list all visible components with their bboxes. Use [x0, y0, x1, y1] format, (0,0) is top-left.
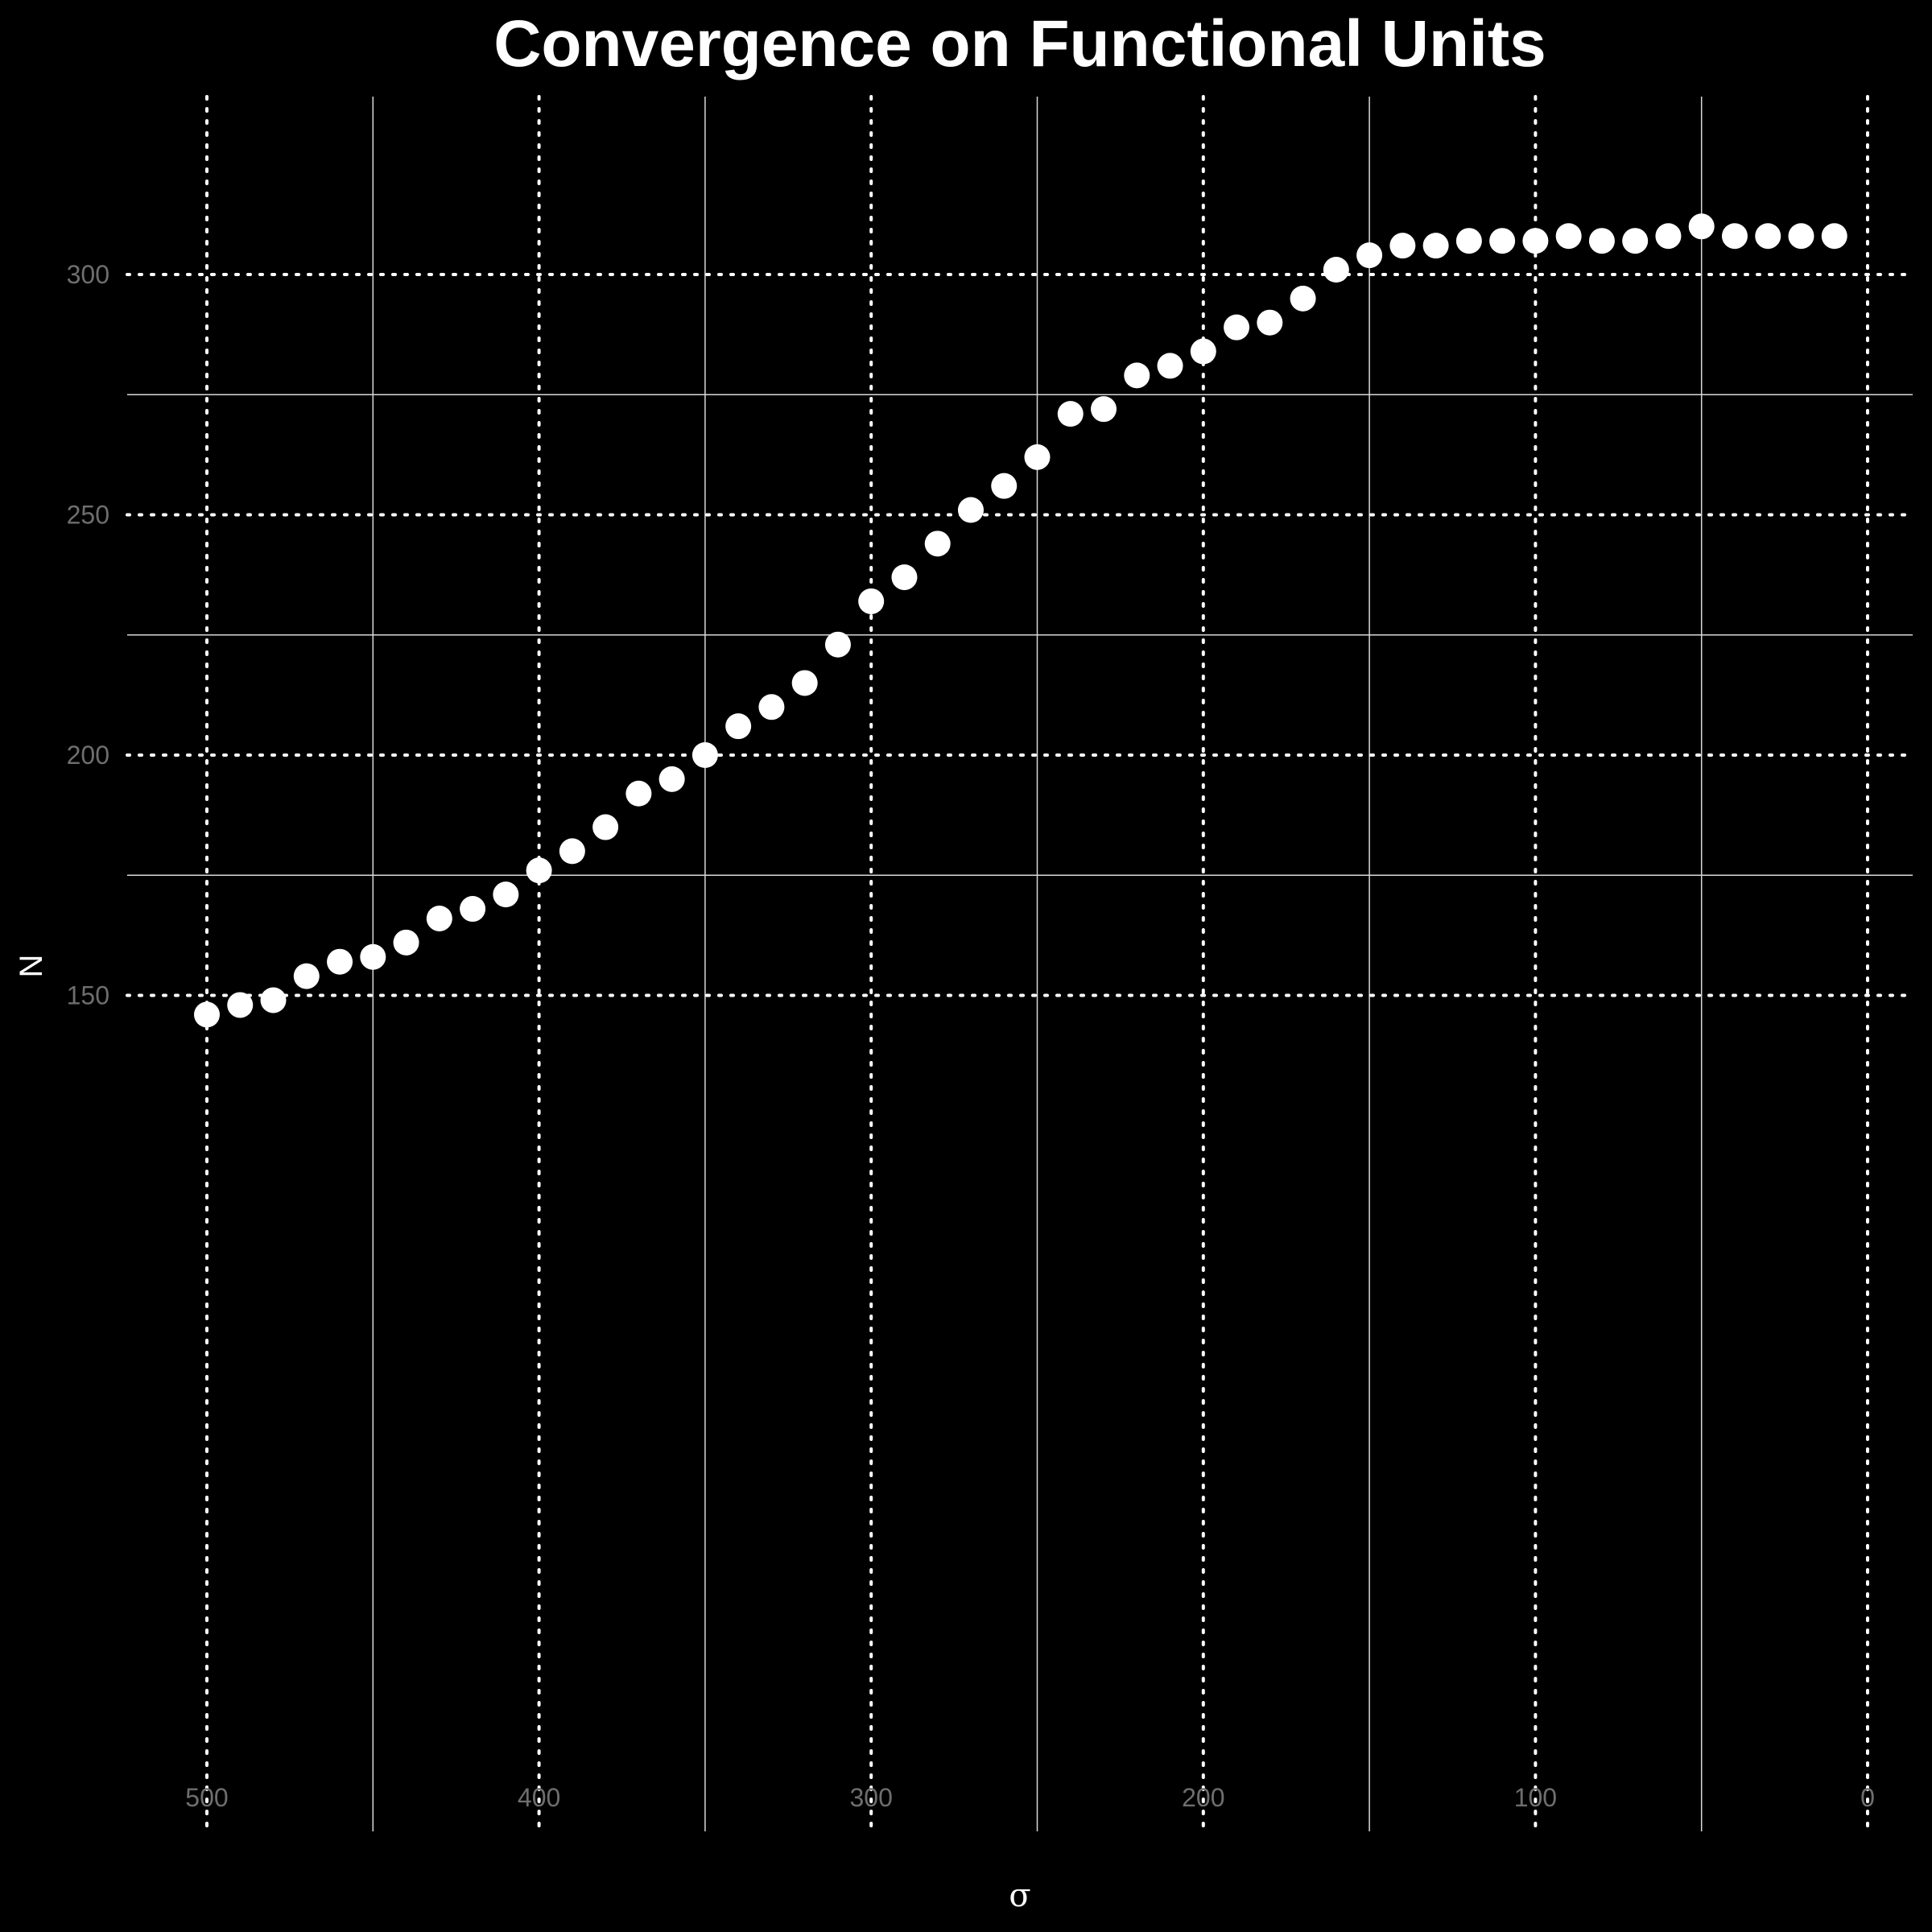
data-point: [1257, 309, 1283, 336]
data-point: [1821, 223, 1847, 250]
x-axis-label: σ: [1009, 1877, 1030, 1914]
data-point: [393, 929, 419, 956]
data-point: [1588, 228, 1615, 254]
data-point: [1555, 223, 1582, 250]
data-point: [460, 896, 486, 923]
data-point: [1057, 401, 1084, 427]
data-point: [1688, 213, 1715, 240]
data-point: [426, 905, 452, 931]
data-point: [1788, 223, 1814, 250]
data-point: [360, 943, 386, 970]
data-point: [526, 857, 552, 884]
data-point: [1622, 228, 1649, 254]
data-point: [1024, 444, 1051, 470]
data-point: [493, 881, 519, 908]
major-gridlines: [126, 95, 1914, 1833]
data-point: [194, 1001, 220, 1028]
y-axis-tick-labels: 150 200 250 300: [67, 260, 109, 1010]
x-tick-label: 100: [1514, 1783, 1557, 1812]
data-point: [991, 473, 1018, 499]
data-point: [858, 588, 885, 614]
data-point: [891, 564, 918, 591]
data-point: [1489, 228, 1516, 254]
data-point: [1356, 242, 1383, 269]
data-point: [658, 766, 685, 792]
x-tick-label: 0: [1860, 1783, 1875, 1812]
data-points: [194, 213, 1847, 1028]
x-tick-label: 400: [518, 1783, 560, 1812]
data-point: [1422, 233, 1449, 259]
data-point: [1455, 228, 1482, 254]
data-point: [791, 670, 818, 696]
data-point: [1091, 396, 1117, 423]
data-point: [1755, 223, 1781, 250]
data-point: [957, 497, 984, 523]
data-point: [559, 838, 585, 865]
x-tick-label: 300: [850, 1783, 893, 1812]
data-point: [1190, 338, 1216, 365]
y-tick-label: 200: [67, 741, 109, 770]
data-point: [592, 814, 619, 840]
data-point: [1157, 353, 1183, 379]
y-tick-label: 150: [67, 981, 109, 1010]
data-point: [758, 694, 785, 720]
y-axis-label: N: [14, 955, 49, 978]
data-point: [1389, 233, 1416, 259]
data-point: [1721, 223, 1748, 250]
data-point: [1655, 223, 1682, 250]
chart-title: Convergence on Functional Units: [493, 7, 1546, 80]
x-tick-label: 500: [185, 1783, 228, 1812]
data-point: [725, 713, 752, 740]
y-tick-label: 300: [67, 260, 109, 289]
data-point: [824, 631, 851, 658]
data-point: [1290, 285, 1316, 312]
data-point: [227, 992, 254, 1018]
data-point: [1522, 228, 1549, 254]
data-point: [260, 987, 287, 1013]
data-point: [1224, 314, 1250, 341]
data-point: [293, 963, 320, 989]
y-tick-label: 250: [67, 501, 109, 530]
x-axis-tick-labels: 500 400 300 200 100 0: [185, 1783, 1875, 1812]
data-point: [924, 530, 951, 557]
x-tick-label: 200: [1182, 1783, 1224, 1812]
data-point: [625, 780, 652, 807]
data-point: [327, 948, 353, 975]
data-point: [1124, 362, 1150, 389]
data-point: [691, 742, 718, 768]
minor-gridlines: [127, 97, 1913, 1831]
data-point: [1323, 257, 1349, 283]
